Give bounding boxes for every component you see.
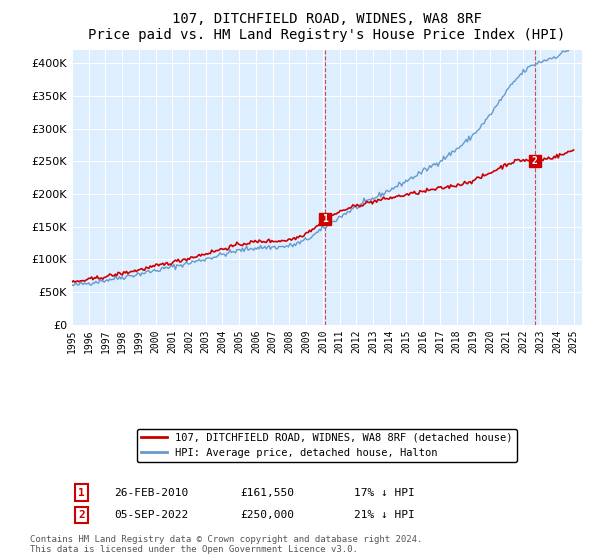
Legend: 107, DITCHFIELD ROAD, WIDNES, WA8 8RF (detached house), HPI: Average price, deta: 107, DITCHFIELD ROAD, WIDNES, WA8 8RF (d… [137, 429, 517, 462]
Text: Contains HM Land Registry data © Crown copyright and database right 2024.
This d: Contains HM Land Registry data © Crown c… [30, 535, 422, 554]
Text: 1: 1 [322, 214, 328, 224]
Text: 05-SEP-2022: 05-SEP-2022 [114, 510, 188, 520]
Text: 21% ↓ HPI: 21% ↓ HPI [354, 510, 415, 520]
Text: 2: 2 [532, 156, 538, 166]
Text: 26-FEB-2010: 26-FEB-2010 [114, 488, 188, 498]
Text: 1: 1 [78, 488, 85, 498]
Text: £250,000: £250,000 [240, 510, 294, 520]
Title: 107, DITCHFIELD ROAD, WIDNES, WA8 8RF
Price paid vs. HM Land Registry's House Pr: 107, DITCHFIELD ROAD, WIDNES, WA8 8RF Pr… [88, 12, 566, 43]
Text: 17% ↓ HPI: 17% ↓ HPI [354, 488, 415, 498]
Text: 2: 2 [78, 510, 85, 520]
Text: £161,550: £161,550 [240, 488, 294, 498]
